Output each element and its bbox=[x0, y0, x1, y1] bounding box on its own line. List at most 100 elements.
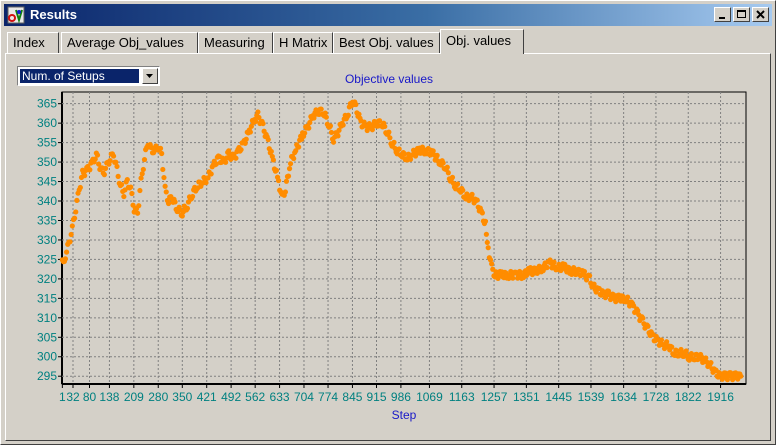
data-point bbox=[291, 155, 297, 162]
data-point bbox=[311, 115, 317, 121]
maximize-button[interactable] bbox=[733, 7, 750, 22]
data-point bbox=[62, 256, 69, 262]
data-point bbox=[322, 110, 328, 116]
x-tick-label: 1728 bbox=[643, 390, 670, 404]
minimize-button[interactable] bbox=[714, 7, 731, 22]
close-button[interactable] bbox=[752, 7, 769, 22]
data-point bbox=[285, 173, 292, 179]
x-tick-label: 633 bbox=[270, 390, 290, 404]
data-point bbox=[353, 101, 359, 108]
data-point bbox=[137, 187, 143, 194]
data-point bbox=[440, 160, 446, 166]
x-tick-label: 915 bbox=[366, 390, 386, 404]
data-point bbox=[474, 197, 480, 203]
x-tick-label: 1822 bbox=[675, 390, 702, 404]
data-point bbox=[73, 209, 79, 215]
series-select[interactable]: Num. of Setups bbox=[17, 66, 160, 86]
data-point bbox=[591, 281, 597, 287]
data-point bbox=[135, 210, 141, 216]
data-point bbox=[434, 152, 440, 158]
data-point bbox=[160, 166, 166, 173]
x-tick-label: 1916 bbox=[707, 390, 734, 404]
x-tick-label: 845 bbox=[342, 390, 362, 404]
tab-index[interactable]: Index bbox=[7, 32, 59, 53]
data-point bbox=[376, 118, 383, 124]
data-point bbox=[307, 119, 313, 126]
data-point bbox=[203, 180, 209, 186]
data-point bbox=[129, 190, 135, 197]
data-point bbox=[282, 189, 289, 195]
data-point bbox=[190, 193, 196, 200]
data-point bbox=[69, 223, 75, 229]
data-point bbox=[82, 173, 88, 179]
data-point bbox=[430, 148, 436, 154]
data-point bbox=[469, 191, 475, 198]
data-point bbox=[238, 147, 244, 153]
data-point bbox=[613, 299, 619, 305]
data-point bbox=[318, 106, 324, 112]
data-point bbox=[213, 161, 219, 167]
data-point bbox=[302, 130, 308, 136]
data-point bbox=[163, 189, 169, 195]
tab-h-matrix[interactable]: H Matrix bbox=[273, 32, 333, 53]
data-point bbox=[340, 122, 346, 128]
data-point bbox=[635, 308, 641, 314]
data-point bbox=[205, 175, 211, 181]
data-point bbox=[260, 120, 266, 127]
data-point bbox=[479, 210, 485, 216]
data-point bbox=[336, 127, 342, 133]
y-tick-label: 300 bbox=[37, 350, 57, 364]
data-point bbox=[445, 170, 451, 176]
x-tick-label: 774 bbox=[318, 390, 338, 404]
chart-title: Objective values bbox=[345, 72, 433, 86]
data-point bbox=[483, 231, 489, 237]
data-point bbox=[293, 148, 299, 154]
dropdown-button[interactable] bbox=[142, 68, 158, 84]
data-point bbox=[658, 337, 665, 343]
data-point bbox=[484, 239, 490, 246]
data-point bbox=[172, 199, 178, 205]
x-tick-label: 80 bbox=[83, 390, 97, 404]
data-point bbox=[273, 167, 280, 173]
data-point bbox=[485, 245, 491, 251]
x-axis-label: Step bbox=[392, 408, 417, 422]
data-point bbox=[296, 144, 302, 150]
tab-best-obj-values[interactable]: Best Obj. values bbox=[333, 32, 440, 53]
data-point bbox=[165, 200, 172, 207]
x-tick-label: 492 bbox=[221, 390, 241, 404]
data-point bbox=[102, 165, 109, 171]
data-point bbox=[208, 171, 214, 177]
data-point bbox=[136, 203, 142, 209]
data-point bbox=[449, 174, 456, 180]
data-point bbox=[640, 315, 646, 321]
data-point bbox=[327, 123, 334, 129]
data-point bbox=[328, 129, 335, 136]
title-bar[interactable]: Results bbox=[4, 4, 772, 26]
data-point bbox=[247, 129, 253, 135]
app-icon bbox=[7, 6, 25, 24]
data-point bbox=[551, 259, 557, 265]
data-point bbox=[688, 350, 694, 357]
tab-average-obj-values[interactable]: Average Obj_values bbox=[61, 32, 198, 53]
data-point bbox=[92, 156, 98, 162]
data-point bbox=[631, 303, 637, 309]
y-tick-label: 340 bbox=[37, 194, 57, 208]
data-point bbox=[510, 275, 516, 281]
y-tick-label: 305 bbox=[37, 330, 57, 344]
data-point bbox=[407, 156, 414, 162]
data-point bbox=[396, 146, 402, 152]
data-point bbox=[223, 159, 229, 165]
data-point bbox=[67, 239, 73, 245]
data-point bbox=[256, 114, 262, 121]
tab-obj-values[interactable]: Obj. values bbox=[440, 29, 524, 54]
y-tick-label: 360 bbox=[37, 116, 57, 130]
data-point bbox=[101, 172, 107, 178]
data-point bbox=[77, 184, 83, 191]
data-point bbox=[460, 187, 466, 193]
tab-measuring[interactable]: Measuring bbox=[198, 32, 273, 53]
y-tick-label: 315 bbox=[37, 291, 57, 305]
data-point bbox=[270, 157, 276, 163]
data-point bbox=[162, 183, 168, 189]
data-point bbox=[124, 177, 130, 183]
